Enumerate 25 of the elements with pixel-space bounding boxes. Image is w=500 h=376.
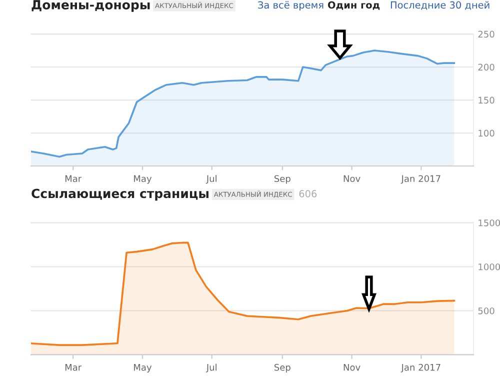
x-tick-label: Jan 2017 (400, 364, 440, 372)
x-tick-label: Nov (344, 364, 360, 371)
y-tick-label: 1000 (478, 263, 500, 270)
y-tick-label: 250 (478, 30, 494, 38)
x-tick-label: Jan 2017 (400, 175, 440, 184)
x-tick-label: May (134, 175, 152, 184)
x-tick-label: Mar (65, 175, 82, 182)
x-tick-label: Jul (206, 364, 216, 372)
chart-title: Ссылающиеся страницы (32, 188, 208, 201)
x-tick-label: Sep (274, 175, 290, 184)
x-tick-label: Mar (65, 364, 82, 371)
y-tick-label: 200 (478, 64, 494, 71)
x-tick-label: Nov (344, 175, 360, 182)
y-tick-label: 100 (478, 130, 494, 137)
chart-title: Домены-доноры (32, 0, 150, 12)
text: За всё время (258, 1, 324, 11)
text: 606 (299, 190, 317, 198)
y-tick-label: 500 (478, 307, 494, 314)
y-tick-label: 1500 (478, 219, 500, 226)
text: Один год (328, 1, 380, 10)
x-tick-label: Sep (274, 364, 290, 372)
x-tick-label: Jul (206, 175, 216, 184)
text: Последние 30 дней (390, 1, 490, 10)
x-tick-label: May (134, 364, 152, 372)
y-tick-label: 150 (478, 96, 494, 104)
